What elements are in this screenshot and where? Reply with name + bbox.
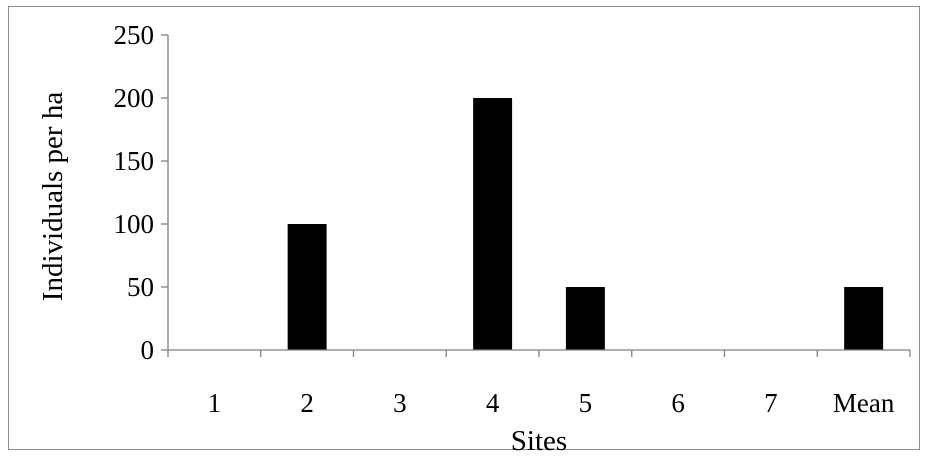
chart-frame xyxy=(8,6,920,450)
bar-mean xyxy=(844,287,884,350)
x-tick-label: 2 xyxy=(300,388,314,418)
x-tick-label: 3 xyxy=(393,388,407,418)
bar-2 xyxy=(287,224,327,350)
y-tick-label: 0 xyxy=(141,335,155,365)
x-tick-label: 4 xyxy=(486,388,500,418)
y-tick-label: 150 xyxy=(114,146,155,176)
x-axis-title: Sites xyxy=(511,425,567,456)
x-tick-label: 7 xyxy=(764,388,778,418)
x-tick-label: 6 xyxy=(671,388,685,418)
bar-4 xyxy=(473,98,513,350)
y-tick-label: 250 xyxy=(114,20,155,50)
bar-5 xyxy=(565,287,605,350)
y-tick-label: 200 xyxy=(114,83,155,113)
x-tick-label: Mean xyxy=(833,388,895,418)
bars xyxy=(287,98,884,350)
x-tick-label: 5 xyxy=(579,388,593,418)
x-tick-label: 1 xyxy=(208,388,222,418)
y-tick-label: 50 xyxy=(127,272,154,302)
x-axis-ticks: 1 2 3 4 5 6 7 Mean xyxy=(167,350,911,418)
y-tick-label: 100 xyxy=(114,209,155,239)
y-axis-ticks: 0 50 100 150 200 250 xyxy=(114,20,168,365)
y-axis-title: Individuals per ha xyxy=(37,92,69,302)
